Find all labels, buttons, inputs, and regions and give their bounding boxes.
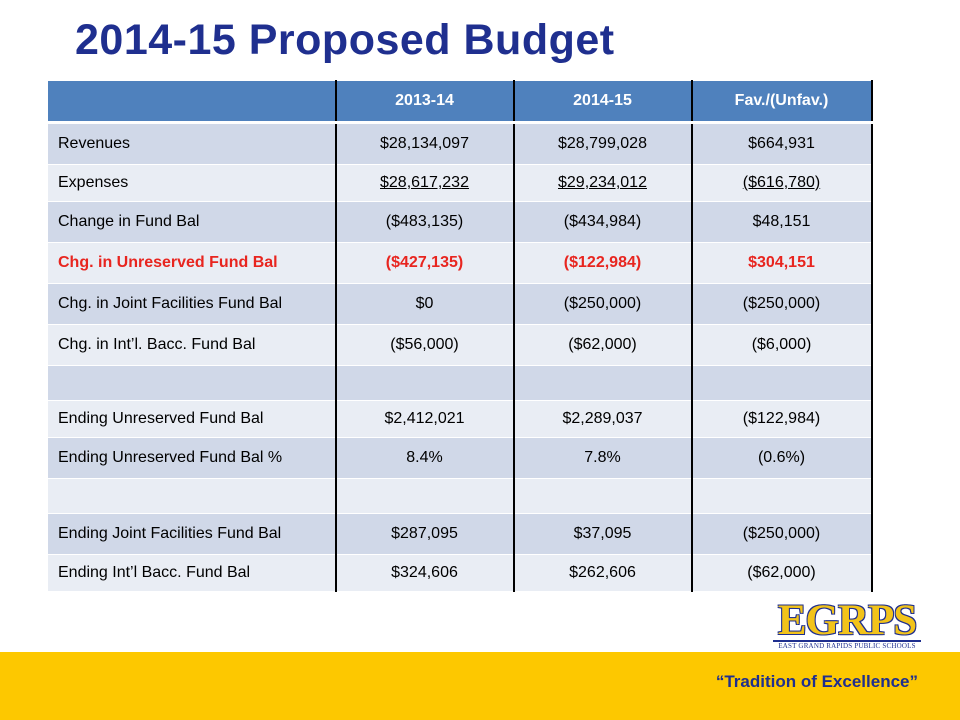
- cell-2014-15: $37,095: [513, 513, 693, 555]
- table-row-highlight: Chg. in Unreserved Fund Bal ($427,135) (…: [47, 242, 873, 284]
- cell-fav-unfav: (0.6%): [691, 437, 873, 479]
- cell-2013-14: 8.4%: [335, 437, 515, 479]
- cell-2013-14: $324,606: [335, 554, 515, 592]
- footer-band: [0, 652, 960, 720]
- table-row: Ending Unreserved Fund Bal % 8.4% 7.8% (…: [47, 437, 873, 479]
- cell-2013-14: $28,134,097: [335, 122, 515, 165]
- cell-2014-15: ($434,984): [513, 201, 693, 243]
- table-header-row: 2013-14 2014-15 Fav./(Unfav.): [47, 80, 873, 124]
- table-row: Expenses $28,617,232 $29,234,012 ($616,7…: [47, 164, 873, 202]
- table-row: Change in Fund Bal ($483,135) ($434,984)…: [47, 201, 873, 243]
- row-label: Chg. in Unreserved Fund Bal: [47, 242, 337, 284]
- row-label: Chg. in Int’l. Bacc. Fund Bal: [47, 324, 337, 366]
- cell-fav-unfav: $664,931: [691, 122, 873, 165]
- cell-2014-15: [513, 478, 693, 514]
- table-row-blank: [47, 365, 873, 401]
- cell-fav-unfav: $48,151: [691, 201, 873, 243]
- row-label: Ending Unreserved Fund Bal %: [47, 437, 337, 479]
- row-label: [47, 365, 337, 401]
- cell-2014-15: ($62,000): [513, 324, 693, 366]
- table-row: Chg. in Int’l. Bacc. Fund Bal ($56,000) …: [47, 324, 873, 366]
- cell-2014-15: $29,234,012: [513, 164, 693, 202]
- cell-2013-14: [335, 365, 515, 401]
- budget-table: 2013-14 2014-15 Fav./(Unfav.) Revenues $…: [47, 80, 873, 592]
- row-label: Revenues: [47, 122, 337, 165]
- header-cell-2013-14: 2013-14: [335, 80, 515, 124]
- row-label: Ending Int’l Bacc. Fund Bal: [47, 554, 337, 592]
- header-cell-2014-15: 2014-15: [513, 80, 693, 124]
- header-cell-fav-unfav: Fav./(Unfav.): [691, 80, 873, 124]
- cell-fav-unfav: ($250,000): [691, 283, 873, 325]
- table-row: Ending Int’l Bacc. Fund Bal $324,606 $26…: [47, 554, 873, 592]
- cell-2013-14: ($483,135): [335, 201, 515, 243]
- cell-2014-15: [513, 365, 693, 401]
- row-label: [47, 478, 337, 514]
- cell-2014-15: $262,606: [513, 554, 693, 592]
- cell-2013-14: $2,412,021: [335, 400, 515, 438]
- cell-2014-15: $2,289,037: [513, 400, 693, 438]
- cell-fav-unfav: ($616,780): [691, 164, 873, 202]
- table-row-blank: [47, 478, 873, 514]
- logo-wordmark: EGRPS: [777, 597, 917, 644]
- cell-2013-14: $287,095: [335, 513, 515, 555]
- row-label: Expenses: [47, 164, 337, 202]
- egrps-logo: EGRPS EAST GRAND RAPIDS PUBLIC SCHOOLS: [773, 597, 921, 650]
- cell-2014-15: ($122,984): [513, 242, 693, 284]
- footer-tagline: “Tradition of Excellence”: [715, 672, 918, 691]
- header-cell-label: [47, 80, 337, 124]
- row-label: Chg. in Joint Facilities Fund Bal: [47, 283, 337, 325]
- table-row: Ending Joint Facilities Fund Bal $287,09…: [47, 513, 873, 555]
- row-label: Change in Fund Bal: [47, 201, 337, 243]
- cell-fav-unfav: [691, 478, 873, 514]
- cell-2014-15: ($250,000): [513, 283, 693, 325]
- row-label: Ending Joint Facilities Fund Bal: [47, 513, 337, 555]
- cell-2013-14: [335, 478, 515, 514]
- cell-2014-15: 7.8%: [513, 437, 693, 479]
- table-row: Ending Unreserved Fund Bal $2,412,021 $2…: [47, 400, 873, 438]
- cell-fav-unfav: ($250,000): [691, 513, 873, 555]
- slide-title: 2014-15 Proposed Budget: [75, 16, 615, 64]
- cell-2013-14: ($427,135): [335, 242, 515, 284]
- cell-fav-unfav: [691, 365, 873, 401]
- table-row: Revenues $28,134,097 $28,799,028 $664,93…: [47, 122, 873, 165]
- cell-fav-unfav: ($62,000): [691, 554, 873, 592]
- logo-subtext: EAST GRAND RAPIDS PUBLIC SCHOOLS: [778, 642, 916, 650]
- cell-fav-unfav: $304,151: [691, 242, 873, 284]
- cell-fav-unfav: ($6,000): [691, 324, 873, 366]
- cell-fav-unfav: ($122,984): [691, 400, 873, 438]
- cell-2013-14: $0: [335, 283, 515, 325]
- cell-2013-14: $28,617,232: [335, 164, 515, 202]
- table-row: Chg. in Joint Facilities Fund Bal $0 ($2…: [47, 283, 873, 325]
- cell-2014-15: $28,799,028: [513, 122, 693, 165]
- cell-2013-14: ($56,000): [335, 324, 515, 366]
- row-label: Ending Unreserved Fund Bal: [47, 400, 337, 438]
- logo-divider: [773, 640, 921, 642]
